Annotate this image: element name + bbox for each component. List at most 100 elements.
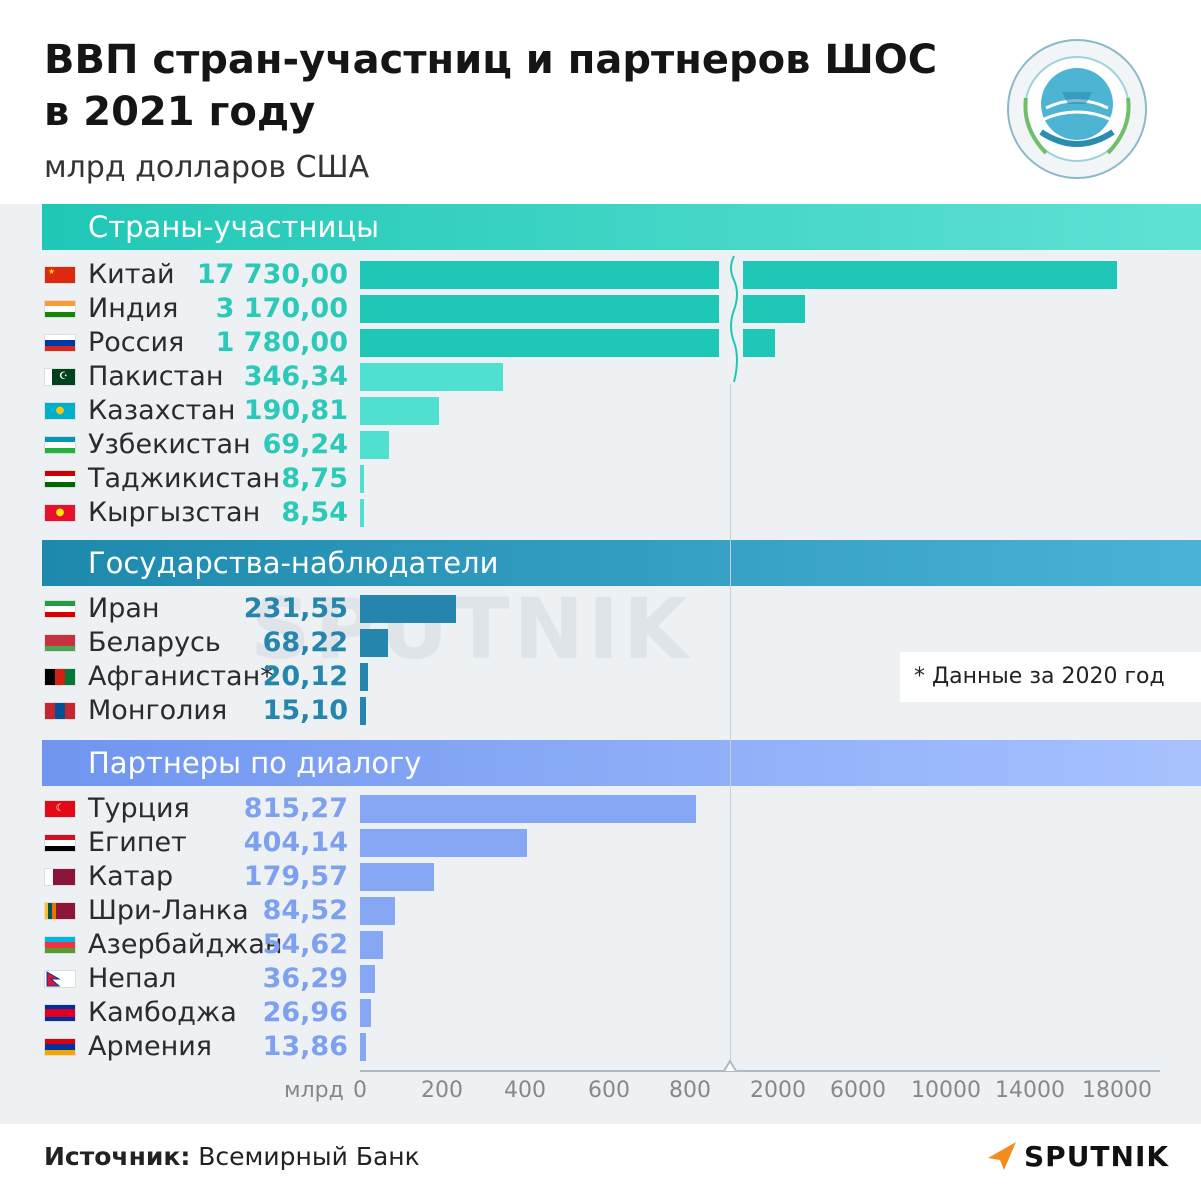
flag-kh-icon bbox=[44, 1004, 76, 1022]
section-header-members: Страны-участницы bbox=[42, 204, 1201, 250]
bar bbox=[360, 465, 364, 493]
table-row: Катар 179,57 bbox=[0, 860, 1201, 894]
watermark: SPUTNIK bbox=[250, 580, 693, 678]
flag-tr-icon: ☾ bbox=[44, 800, 76, 818]
data-label: 13,86 bbox=[262, 1031, 348, 1062]
sputnik-logo-icon bbox=[988, 1142, 1016, 1170]
table-row: Шри-Ланка 84,52 bbox=[0, 894, 1201, 928]
country-name: Шри-Ланка bbox=[88, 895, 249, 926]
section-header-observers: Государства-наблюдатели bbox=[42, 540, 1201, 586]
source-label: Источник: bbox=[44, 1142, 191, 1171]
flag-in-icon bbox=[44, 300, 76, 318]
brand-text: SPUTNIK bbox=[1024, 1139, 1170, 1173]
bar bbox=[360, 829, 527, 857]
x-tick-label: 200 bbox=[421, 1078, 463, 1103]
table-row: ● Казахстан 190,81 bbox=[0, 394, 1201, 428]
bar bbox=[360, 1033, 366, 1061]
bar bbox=[360, 363, 503, 391]
bar-segment-high bbox=[742, 295, 806, 323]
bar-segment-low bbox=[360, 329, 719, 357]
flag-am-icon bbox=[44, 1038, 76, 1056]
table-row: Индия 3 170,00 bbox=[0, 292, 1201, 326]
table-row: Россия 1 780,00 bbox=[0, 326, 1201, 360]
country-name: Катар bbox=[88, 861, 174, 892]
country-name: Россия bbox=[88, 327, 185, 358]
x-tick-label: 18000 bbox=[1082, 1078, 1152, 1103]
sputnik-brand: SPUTNIK bbox=[984, 1136, 1169, 1176]
data-label: 15,10 bbox=[262, 695, 348, 726]
flag-kg-icon: ● bbox=[44, 504, 76, 522]
data-label: 26,96 bbox=[262, 997, 348, 1028]
flag-lk-icon bbox=[44, 902, 76, 920]
table-row: Камбоджа 26,96 bbox=[0, 996, 1201, 1030]
data-label: 190,81 bbox=[243, 395, 348, 426]
country-name: Египет bbox=[88, 827, 187, 858]
country-name: Азербайджан bbox=[88, 929, 283, 960]
bar bbox=[360, 397, 439, 425]
data-label: 1 780,00 bbox=[215, 327, 348, 358]
bar-segment-low bbox=[360, 295, 719, 323]
data-label: 17 730,00 bbox=[196, 259, 348, 290]
bar bbox=[360, 595, 456, 623]
country-name: Непал bbox=[88, 963, 177, 994]
table-row: Армения 13,86 bbox=[0, 1030, 1201, 1064]
x-axis-line bbox=[360, 1070, 1160, 1072]
source: Источник: Всемирный Банк bbox=[44, 1142, 420, 1171]
data-label: 84,52 bbox=[262, 895, 348, 926]
page-title: ВВП стран-участниц и партнеров ШОС в 202… bbox=[44, 34, 937, 138]
table-row: ● Кыргызстан 8,54 bbox=[0, 496, 1201, 530]
country-name: Узбекистан bbox=[88, 429, 251, 460]
bar-segment-high bbox=[742, 329, 776, 357]
table-row: Азербайджан 54,62 bbox=[0, 928, 1201, 962]
x-tick-label: 14000 bbox=[995, 1078, 1065, 1103]
country-name: Беларусь bbox=[88, 627, 221, 658]
data-label: 8,54 bbox=[281, 497, 348, 528]
bar-segment-low bbox=[360, 261, 719, 289]
country-name: Индия bbox=[88, 293, 179, 324]
bar bbox=[360, 697, 367, 725]
flag-by-icon bbox=[44, 634, 76, 652]
table-row: Египет 404,14 bbox=[0, 826, 1201, 860]
data-label: 69,24 bbox=[262, 429, 348, 460]
table-row: ★ Китай 17 730,00 bbox=[0, 258, 1201, 292]
flag-cn-icon: ★ bbox=[44, 266, 76, 284]
bar bbox=[360, 999, 372, 1027]
axis-break-mark-icon bbox=[718, 1059, 742, 1072]
x-tick-label: 2000 bbox=[750, 1078, 806, 1103]
country-name: Армения bbox=[88, 1031, 213, 1062]
x-tick-label: 10000 bbox=[911, 1078, 981, 1103]
table-row: Непал 36,29 bbox=[0, 962, 1201, 996]
data-label: 231,55 bbox=[243, 593, 348, 624]
flag-qa-icon bbox=[44, 868, 76, 886]
section-header-partners: Партнеры по диалогу bbox=[42, 740, 1201, 786]
flag-mn-icon bbox=[44, 702, 76, 720]
axis-break-marker-icon bbox=[719, 254, 743, 384]
data-label: 8,75 bbox=[281, 463, 348, 494]
x-tick-label: 400 bbox=[504, 1078, 546, 1103]
data-label: 3 170,00 bbox=[215, 293, 348, 324]
data-label: 346,34 bbox=[243, 361, 348, 392]
table-row: ☾ Турция 815,27 bbox=[0, 792, 1201, 826]
data-label: 36,29 bbox=[262, 963, 348, 994]
flag-pk-icon: ☪ bbox=[44, 368, 76, 386]
flag-tj-icon bbox=[44, 470, 76, 488]
flag-az-icon bbox=[44, 936, 76, 954]
x-axis-unit: млрд bbox=[284, 1078, 344, 1103]
sco-logo-icon bbox=[1007, 39, 1147, 179]
flag-af-icon bbox=[44, 668, 76, 686]
axis-break-line bbox=[730, 384, 731, 1070]
country-name: Турция bbox=[88, 793, 190, 824]
flag-ru-icon bbox=[44, 334, 76, 352]
flag-uz-icon bbox=[44, 436, 76, 454]
bar bbox=[360, 629, 389, 657]
title-line-1: ВВП стран-участниц и партнеров ШОС bbox=[44, 37, 938, 83]
table-row: Беларусь 68,22 bbox=[0, 626, 1201, 660]
bar-segment-high bbox=[742, 261, 1117, 289]
bar bbox=[360, 499, 364, 527]
data-label: 20,12 bbox=[262, 661, 348, 692]
x-tick-label: 600 bbox=[588, 1078, 630, 1103]
country-name: Китай bbox=[88, 259, 175, 290]
data-label: 815,27 bbox=[243, 793, 348, 824]
country-name: Таджикистан bbox=[88, 463, 281, 494]
